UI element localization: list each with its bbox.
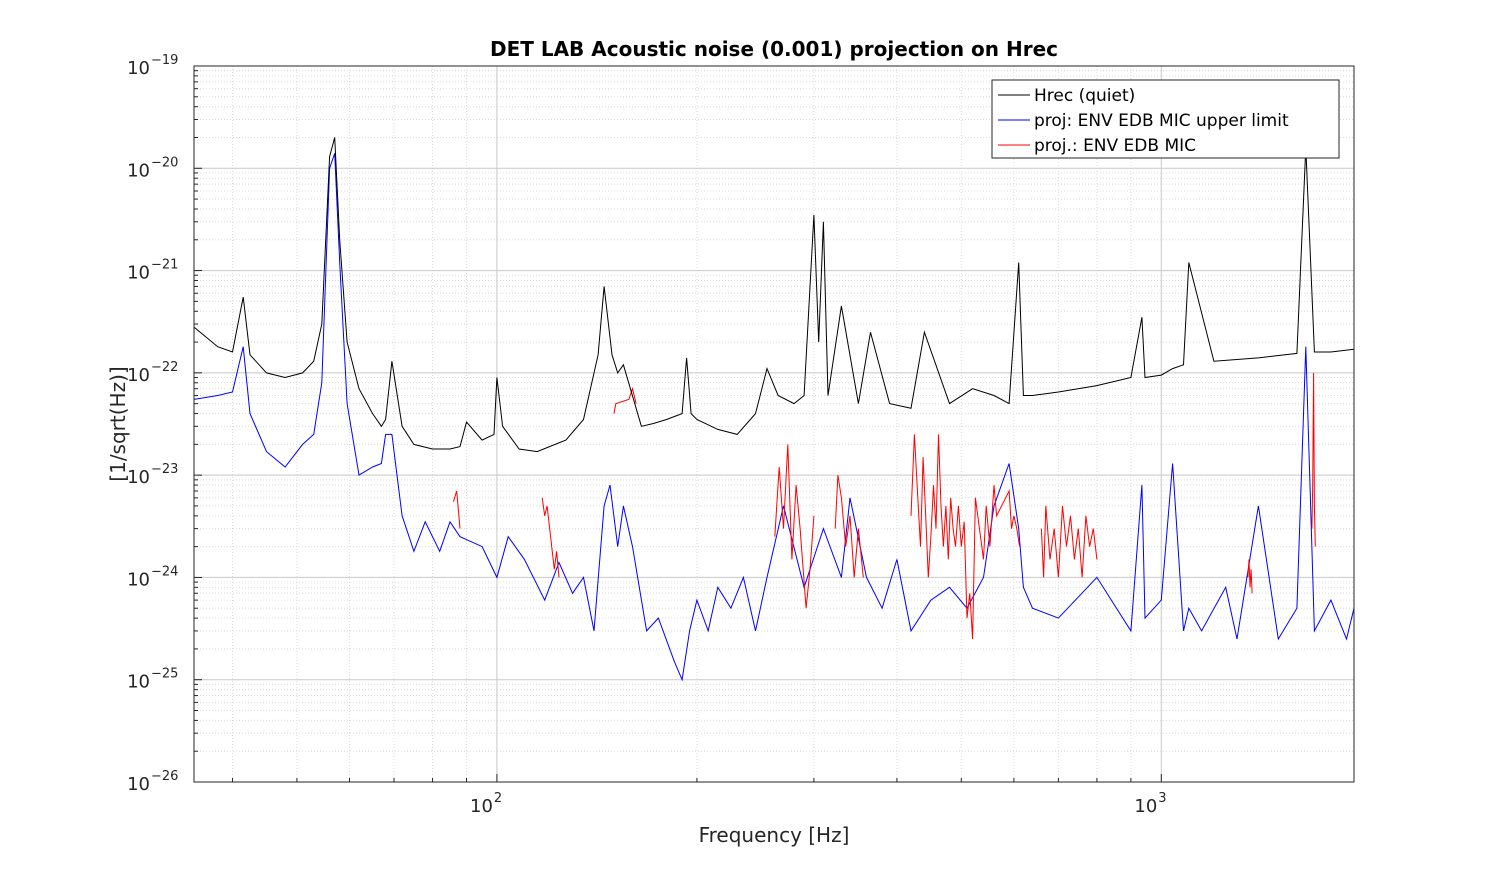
y-tick-label: 10 bbox=[127, 160, 150, 181]
tick-marks bbox=[194, 65, 1162, 783]
y-tick-label: 10 bbox=[127, 672, 150, 693]
y-tick-label-exponent: −24 bbox=[151, 564, 178, 579]
series-env-edb-mic bbox=[541, 497, 560, 578]
y-tick-label-exponent: −25 bbox=[151, 667, 178, 682]
y-tick-label: 10 bbox=[127, 365, 150, 386]
y-axis-label: [1/sqrt(Hz)] bbox=[106, 366, 130, 481]
series-upper-limit bbox=[194, 153, 1354, 682]
series-env-edb-mic bbox=[452, 490, 461, 529]
series-env-edb-mic bbox=[910, 434, 1021, 640]
x-tick-label: 10 bbox=[1134, 796, 1157, 817]
legend-label-mic: proj.: ENV EDB MIC bbox=[1034, 136, 1196, 156]
x-tick-labels: 10 2 10 3 bbox=[470, 791, 1167, 817]
x-axis-label: Frequency [Hz] bbox=[699, 823, 850, 847]
legend-box bbox=[991, 79, 1340, 159]
y-tick-label-exponent: −22 bbox=[151, 360, 178, 375]
series-layer bbox=[194, 137, 1354, 682]
plot-area bbox=[194, 66, 1354, 782]
series-hrec-quiet bbox=[194, 137, 1354, 453]
x-tick-label: 10 bbox=[470, 796, 493, 817]
series-env-edb-mic bbox=[1311, 372, 1316, 547]
series-env-edb-mic bbox=[834, 475, 864, 578]
grid bbox=[194, 65, 1354, 783]
y-tick-label-exponent: −19 bbox=[151, 53, 178, 68]
y-tick-label: 10 bbox=[127, 58, 150, 79]
y-tick-label: 10 bbox=[127, 467, 150, 488]
x-tick-label-exponent: 2 bbox=[494, 791, 502, 806]
y-tick-label-exponent: −23 bbox=[151, 462, 178, 477]
y-tick-label-exponent: −21 bbox=[151, 258, 178, 273]
y-tick-label-exponent: −20 bbox=[151, 155, 178, 170]
series-env-edb-mic bbox=[774, 444, 815, 609]
chart-title: DET LAB Acoustic noise (0.001) projectio… bbox=[490, 37, 1058, 61]
y-tick-label: 10 bbox=[127, 263, 150, 284]
x-tick-label-exponent: 3 bbox=[1158, 791, 1166, 806]
y-tick-label: 10 bbox=[127, 569, 150, 590]
legend: Hrec (quiet) proj: ENV EDB MIC upper lim… bbox=[991, 79, 1340, 159]
series-env-edb-mic bbox=[1247, 559, 1253, 594]
legend-label-upper-limit: proj: ENV EDB MIC upper limit bbox=[1034, 111, 1289, 131]
series-env-edb-mic bbox=[613, 386, 637, 414]
axes-box bbox=[193, 65, 1355, 783]
legend-label-hrec: Hrec (quiet) bbox=[1034, 86, 1135, 106]
y-tick-label: 10 bbox=[127, 774, 150, 795]
y-tick-label-exponent: −26 bbox=[151, 769, 178, 784]
series-env-edb-mic bbox=[1040, 505, 1098, 578]
